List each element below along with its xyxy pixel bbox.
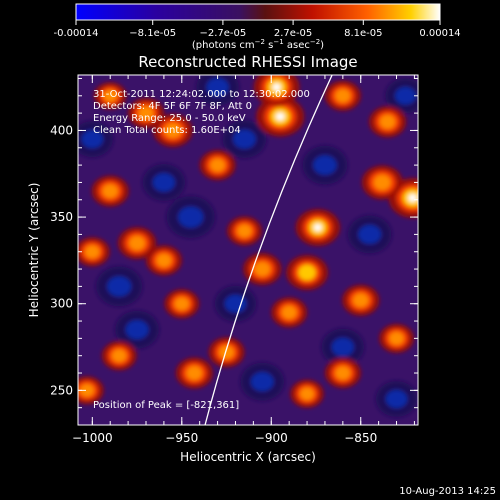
colorbar-units-exponent: −1 [273, 38, 283, 46]
colorbar-tick-label: 8.1e-05 [344, 28, 382, 39]
heatmap-positive-core [111, 349, 127, 363]
heatmap-positive-core [379, 114, 396, 129]
heatmap-negative-core [313, 155, 337, 175]
colorbar-tick-label: -0.00014 [54, 28, 99, 39]
heatmap-positive-core [138, 106, 154, 120]
heatmap-positive-core [300, 387, 315, 401]
chart-title: Reconstructed RHESSI Image [138, 53, 357, 71]
colorbar-tick-label: 0.00014 [419, 28, 460, 39]
heatmap-positive-core [186, 366, 203, 380]
heatmap-positive-core [389, 331, 404, 345]
plot-frame [77, 74, 419, 426]
colorbar-units-text: s [265, 40, 273, 51]
heatmap-negative-core [233, 129, 256, 149]
heatmap-positive-core [164, 123, 182, 138]
y-tick-label: 350 [50, 210, 73, 224]
x-tick-label: −900 [255, 431, 288, 445]
heatmap-positive-core [174, 297, 190, 311]
heatmap-negative-core [206, 77, 229, 97]
x-axis-ticks: −1000 −950 −900 −850 [72, 75, 415, 445]
x-tick-label: −850 [344, 431, 377, 445]
heatmap-peak-core [313, 223, 322, 232]
heatmap-negative-core [394, 87, 416, 105]
heatmap-positive-core [102, 184, 118, 199]
x-axis-label: Heliocentric X (arcsec) [180, 450, 316, 464]
colorbar-units-exponent: −2 [310, 38, 320, 46]
heatmap-positive-core [352, 293, 369, 308]
heatmap [78, 75, 418, 425]
x-tick-label: −1000 [72, 431, 113, 445]
heatmap-blobs [78, 75, 418, 418]
colorbar-tick-labels: -0.00014 −8.1e-05 −2.7e-05 2.7e-05 8.1e-05 0.… [54, 28, 461, 39]
colorbar-units-text: (photons cm [192, 40, 255, 51]
heatmap-positive-core [298, 264, 316, 281]
colorbar-units-label: (photons cm−2 s−1 asec−2) [192, 38, 324, 51]
heatmap-positive-core [103, 89, 117, 102]
colorbar: -0.00014 −8.1e-05 −2.7e-05 2.7e-05 8.1e-05 0.… [54, 3, 461, 51]
colorbar-units-text: ) [320, 40, 324, 51]
heatmap-positive-core [129, 235, 146, 251]
heatmap-positive-core [237, 224, 252, 238]
annotation-line: Clean Total counts: 1.60E+04 [93, 125, 241, 136]
annotation-line: Energy Range: 25.0 - 50.0 keV [93, 113, 246, 124]
y-tick-label: 400 [50, 123, 73, 137]
y-axis-ticks: 250 300 350 400 [50, 77, 418, 409]
heatmap-positive-core [210, 158, 226, 172]
heatmap-negative-core [107, 276, 132, 297]
heatmap-positive-core [79, 384, 94, 397]
heatmap-negative-core [331, 337, 354, 357]
annotation-line: 31-Oct-2011 12:24:02.000 to 12:30:02.000 [93, 89, 310, 100]
heatmap-negative-core [385, 390, 408, 409]
heatmap-negative-core [125, 320, 149, 340]
heatmap-negative-core [250, 372, 274, 392]
colorbar-gradient [75, 3, 441, 21]
heatmap-positive-core [373, 174, 391, 191]
heatmap-negative-core [178, 206, 204, 228]
heatmap-positive-core [156, 253, 172, 268]
heatmap-negative-core [81, 130, 104, 149]
y-tick-label: 300 [50, 297, 73, 311]
y-axis-label: Heliocentric Y (arcsec) [27, 183, 41, 318]
colorbar-tick-label: 2.7e-05 [274, 28, 312, 39]
peak-position-label: Position of Peak = [-821,361] [93, 400, 239, 411]
observation-annotations: 31-Oct-2011 12:24:02.000 to 12:30:02.000… [93, 89, 310, 136]
footer-timestamp: 10-Aug-2013 14:25 [399, 486, 496, 497]
heatmap-positive-core [254, 261, 271, 277]
y-tick-label: 250 [50, 383, 73, 397]
heatmap-positive-core [281, 305, 297, 320]
colorbar-units-text: asec [284, 40, 310, 51]
heatmap-peak-core [275, 112, 285, 121]
colorbar-ticks [75, 20, 441, 25]
heatmap-positive-core [335, 89, 351, 103]
heatmap-positive-core [335, 366, 351, 380]
colorbar-tick-label: −8.1e-05 [129, 28, 176, 39]
colorbar-tick-label: −2.7e-05 [200, 28, 247, 39]
colorbar-units-exponent: −2 [255, 38, 265, 46]
solar-limb-line [204, 75, 333, 425]
heatmap-peak-core [408, 194, 418, 203]
heatmap-positive-core [219, 345, 235, 359]
annotation-line: Detectors: 4F 5F 6F 7F 8F, Att 0 [93, 101, 252, 112]
heatmap-positive-core [85, 245, 100, 259]
heatmap-negative-core [224, 294, 247, 313]
x-tick-label: −950 [165, 431, 198, 445]
heatmap-negative-core [358, 224, 382, 244]
heatmap-negative-core [152, 173, 175, 192]
heatmap-peak-core [272, 83, 281, 91]
